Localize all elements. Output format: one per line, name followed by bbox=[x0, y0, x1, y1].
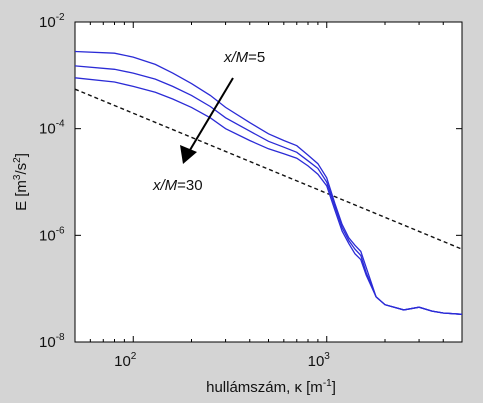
x-tick-label-base: 10 bbox=[114, 353, 131, 370]
plot-area bbox=[74, 21, 463, 343]
x-axis-label-sup: -1 bbox=[323, 378, 332, 389]
annotation-end: x/M=30 bbox=[152, 177, 203, 194]
annotation-start-value: =5 bbox=[248, 49, 265, 66]
x-tick-label-2: 103 bbox=[308, 351, 331, 370]
annotation-end-value: =30 bbox=[177, 177, 202, 194]
y-tick-label-2: 10-4 bbox=[39, 119, 65, 138]
y-tick-label-exp: -4 bbox=[56, 119, 65, 130]
y-axis-label-sup2: 2 bbox=[12, 157, 23, 163]
y-axis-label: E [m3/s2] bbox=[12, 153, 30, 211]
x-axis-label: hullámszám, κ [m-1] bbox=[206, 378, 336, 396]
annotation-arrowhead bbox=[180, 145, 197, 164]
y-tick-label-3: 10-6 bbox=[39, 225, 65, 244]
series-line-3 bbox=[74, 77, 463, 315]
y-tick-label-base: 10 bbox=[39, 14, 56, 31]
series-layer bbox=[74, 50, 463, 315]
x-tick-label-1: 102 bbox=[114, 351, 137, 370]
annotation-end-var: x/M bbox=[152, 177, 178, 194]
annotation-start: x/M=5 bbox=[223, 49, 265, 66]
y-tick-label-4: 10-8 bbox=[39, 332, 65, 351]
x-tick-label-exp: 2 bbox=[131, 351, 137, 362]
x-axis-label-main: hullámszám, κ [m bbox=[206, 379, 323, 396]
y-tick-label-exp: -6 bbox=[56, 225, 65, 236]
y-axis-label-sup1: 3 bbox=[12, 174, 23, 180]
x-axis-label-close: ] bbox=[332, 379, 336, 396]
y-tick-label-exp: -2 bbox=[56, 12, 65, 23]
x-tick-label-exp: 3 bbox=[324, 351, 330, 362]
y-tick-label-base: 10 bbox=[39, 121, 56, 138]
y-tick-label-exp: -8 bbox=[56, 332, 65, 343]
annotation-arrow bbox=[189, 77, 234, 151]
y-tick-label-base: 10 bbox=[39, 334, 56, 351]
y-tick-label-base: 10 bbox=[39, 227, 56, 244]
y-tick-label-1: 10-2 bbox=[39, 12, 65, 31]
y-axis-label-a: E [m bbox=[13, 180, 30, 211]
y-axis-label-b: /s bbox=[13, 163, 30, 175]
annotation-start-var: x/M bbox=[223, 49, 249, 66]
y-axis-label-c: ] bbox=[13, 153, 30, 157]
x-tick-label-base: 10 bbox=[308, 353, 325, 370]
